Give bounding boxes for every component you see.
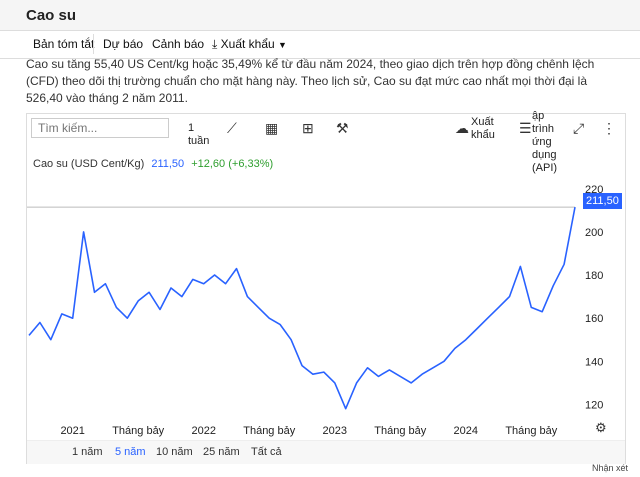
calendar-icon[interactable]: ▦ (265, 120, 279, 136)
range-all[interactable]: Tất cả (251, 446, 282, 458)
export-button[interactable]: Xuất khẩu (471, 116, 495, 141)
last-price-tag: 211,50 (583, 193, 622, 209)
x-tick-label: 2022 (191, 425, 215, 437)
tab-alerts[interactable]: Cảnh báo (152, 37, 205, 51)
cloud-download-icon[interactable]: ☁ (455, 120, 469, 136)
y-tick-label: 120 (585, 399, 603, 411)
x-tick-label: 2024 (454, 425, 478, 437)
x-tick-label: Tháng bảy (243, 425, 295, 437)
title-bar: Cao su (0, 0, 640, 31)
y-tick-label: 140 (585, 356, 603, 368)
description-paragraph: Cao su tăng 55,40 US Cent/kg hoặc 35,49%… (26, 57, 595, 105)
range-25y[interactable]: 25 năm (203, 446, 240, 458)
more-vert-icon[interactable]: ⋮ (602, 120, 616, 136)
y-tick-label: 200 (585, 227, 603, 239)
database-icon[interactable]: ☰ (519, 120, 532, 136)
fullscreen-icon[interactable]: ⤢ (573, 120, 585, 136)
x-tick-label: 2023 (323, 425, 347, 437)
line-chart-icon[interactable]: ⟋ (227, 120, 237, 136)
tab-divider (93, 34, 94, 54)
api-button[interactable]: ập trình ứng dụng (API) (532, 110, 558, 174)
tab-bar: Bản tóm tắt Dự báo Cảnh báo ⤓ Xuất khẩu … (0, 30, 640, 59)
price-chart[interactable]: 120 140 160 180 200 220 2021 Tháng bảy 2022 Tháng… (27, 114, 625, 440)
tab-forecast[interactable]: Dự báo (103, 37, 144, 51)
search-input[interactable] (31, 118, 169, 138)
range-bar (27, 440, 625, 464)
series-line (28, 206, 576, 410)
y-tick-label: 220 (585, 184, 603, 196)
range-10y[interactable]: 10 năm (156, 446, 193, 458)
settings-gear-icon[interactable]: ⚙ (595, 420, 607, 435)
plus-box-icon[interactable]: ⊞ (302, 120, 314, 136)
wrench-icon[interactable]: ⚒ (336, 120, 349, 136)
legend-price: 211,50 (151, 158, 185, 170)
y-tick-label: 180 (585, 270, 603, 282)
y-tick-label: 160 (585, 313, 603, 325)
tab-export[interactable]: ⤓ Xuất khẩu ▼ (212, 37, 287, 52)
caret-down-icon: ▼ (278, 40, 287, 50)
x-tick-label: 2021 (60, 425, 84, 437)
tab-summary[interactable]: Bản tóm tắt (33, 37, 95, 51)
x-tick-label: Tháng bảy (374, 425, 426, 437)
tab-export-label: Xuất khẩu (220, 37, 275, 51)
feedback-link[interactable]: Nhận xét (592, 463, 629, 473)
x-tick-label: Tháng bảy (112, 425, 164, 437)
chart-container: 1 tuần ⟋ ▦ ⊞ ⚒ ☁ Xuất khẩu ☰ ập trình ứn… (26, 110, 626, 464)
legend-name: Cao su (USD Cent/Kg) (33, 158, 145, 170)
chart-toolbar: 1 tuần ⟋ ▦ ⊞ ⚒ ☁ Xuất khẩu ☰ ập trình ứn… (27, 110, 625, 174)
chart-legend: Cao su (USD Cent/Kg) 211,50 +12,60 (+6,3… (33, 158, 273, 170)
x-tick-label: Tháng bảy (505, 425, 557, 437)
legend-change: +12,60 (+6,33%) (191, 158, 274, 170)
range-5y[interactable]: 5 năm (115, 446, 146, 458)
range-1y[interactable]: 1 năm (72, 446, 103, 458)
download-icon: ⤓ (212, 37, 218, 51)
interval-selector[interactable]: 1 tuần (188, 122, 210, 147)
page-title: Cao su (26, 7, 77, 24)
